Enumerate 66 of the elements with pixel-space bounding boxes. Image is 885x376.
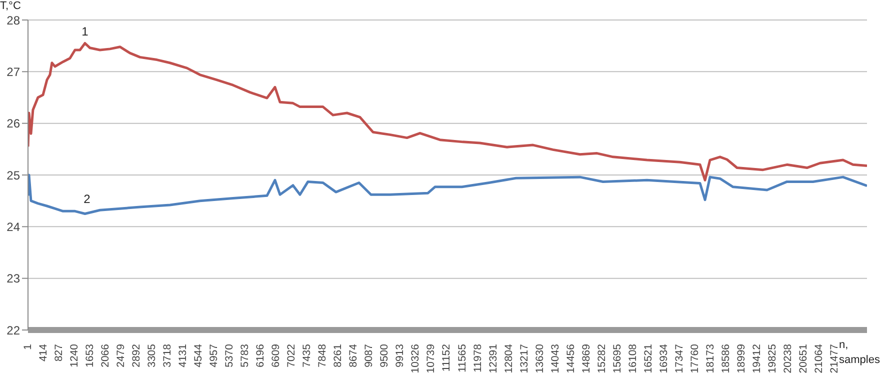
x-tick-label: 21064 xyxy=(812,344,825,374)
x-tick-label: 14043 xyxy=(549,344,562,374)
y-tick-label: 25 xyxy=(6,168,20,182)
x-tick-label: 827 xyxy=(53,344,66,362)
x-tick-label: 13217 xyxy=(518,344,530,374)
x-tick-label: 16521 xyxy=(642,344,654,374)
x-tick-label: 9087 xyxy=(363,344,376,368)
x-tick-label: 11978 xyxy=(472,344,484,372)
x-tick-label: 1240 xyxy=(68,344,81,368)
x-axis-title: n, samples xyxy=(839,338,881,368)
x-tick-label: 18586 xyxy=(720,344,732,374)
x-tick-label: 9913 xyxy=(394,344,406,368)
x-tick-label: 12391 xyxy=(487,344,500,374)
x-tick-label: 7435 xyxy=(301,344,314,368)
x-tick-label: 8261 xyxy=(332,344,344,368)
y-tick-label: 24 xyxy=(6,220,20,234)
x-tick-label: 7022 xyxy=(286,344,298,368)
annotation: 1 xyxy=(82,24,89,38)
x-tick-label: 5370 xyxy=(224,344,236,368)
x-tick-label: 20238 xyxy=(782,344,794,374)
y-tick-label: 26 xyxy=(6,116,20,131)
x-tick-label: 9500 xyxy=(378,344,391,368)
x-tick-label: 16934 xyxy=(658,344,670,374)
x-tick-label: 19412 xyxy=(750,344,763,374)
x-tick-label: 13630 xyxy=(534,344,546,374)
x-tick-label: 15695 xyxy=(611,344,624,374)
x-tick-label: 10739 xyxy=(425,344,438,374)
y-tick-label: 22 xyxy=(6,323,20,338)
x-tick-label: 4131 xyxy=(177,344,190,368)
x-tick-label: 10326 xyxy=(410,344,422,374)
annotation: 2 xyxy=(84,192,91,206)
x-tick-label: 20651 xyxy=(797,344,810,374)
x-tick-label: 16108 xyxy=(626,344,639,374)
x-tick-label: 14869 xyxy=(580,344,592,374)
x-tick-label: 17760 xyxy=(688,344,701,374)
x-tick-label: 18173 xyxy=(704,344,716,374)
x-tick-label: 11152 xyxy=(440,344,453,372)
x-tick-label: 4957 xyxy=(208,344,220,368)
x-tick-label: 6196 xyxy=(254,344,267,368)
x-tick-label: 2066 xyxy=(100,344,112,368)
x-tick-label: 12804 xyxy=(502,344,515,374)
x-tick-label: 7848 xyxy=(316,344,329,368)
x-tick-label: 1653 xyxy=(84,344,96,368)
x-tick-label: 17347 xyxy=(673,344,686,374)
x-tick-label: 18999 xyxy=(735,344,748,374)
x-tick-label: 21477 xyxy=(828,344,840,374)
x-tick-label: 15282 xyxy=(596,344,608,374)
y-tick-label: 23 xyxy=(6,272,20,286)
x-tick-label: 2479 xyxy=(115,344,128,368)
x-tick-label: 5783 xyxy=(239,344,252,368)
x-tick-label: 6609 xyxy=(270,344,282,368)
x-tick-label: 4544 xyxy=(192,344,205,368)
y-tick-label: 28 xyxy=(6,13,20,28)
x-tick-label: 8674 xyxy=(348,344,360,368)
x-tick-label: 19825 xyxy=(766,344,778,374)
x-tick-label: 14456 xyxy=(564,344,577,374)
x-tick-label: 11565 xyxy=(456,344,468,372)
x-tick-label: 3305 xyxy=(146,344,158,368)
y-axis-title: T,°C xyxy=(0,0,21,12)
x-tick-label: 1 xyxy=(22,344,34,350)
x-tick-label: 3718 xyxy=(162,344,174,368)
y-tick-label: 27 xyxy=(6,64,20,79)
x-tick-label: 414 xyxy=(38,344,50,362)
line-series xyxy=(28,174,867,215)
x-tick-label: 2892 xyxy=(130,344,143,368)
line-series xyxy=(28,42,867,182)
